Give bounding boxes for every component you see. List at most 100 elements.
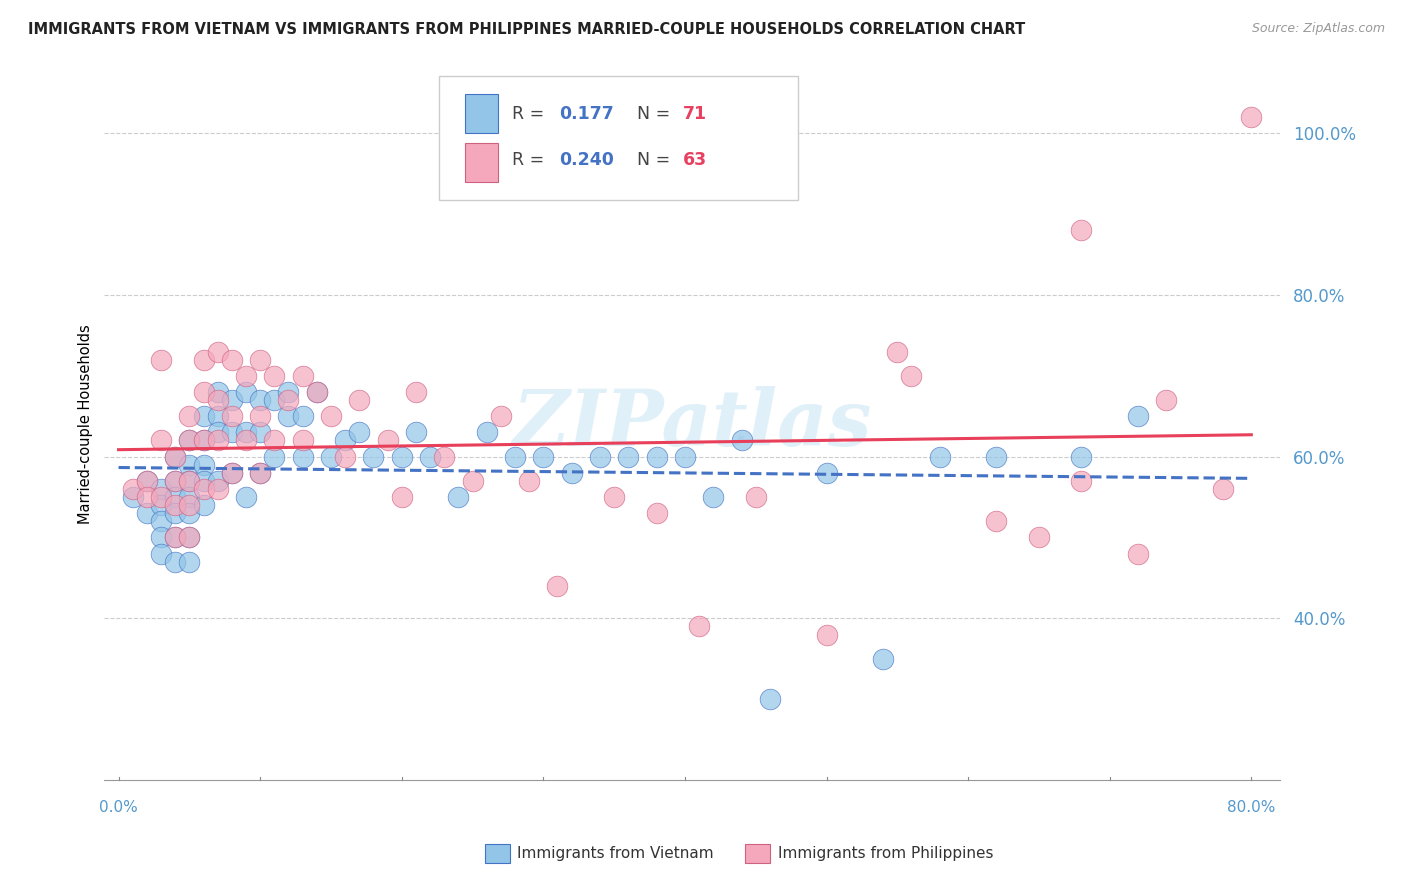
Point [531,450,554,464]
Point [1240,110,1263,124]
Point [405,384,427,399]
Point [179,434,201,448]
Text: 0.240: 0.240 [560,151,614,169]
Point [928,450,950,464]
Point [291,409,314,424]
Point [249,409,271,424]
Point [165,450,187,464]
Point [263,434,285,448]
Point [263,450,285,464]
Point [1156,392,1178,407]
Point [1028,531,1050,545]
Point [547,579,569,593]
Text: Immigrants from Vietnam: Immigrants from Vietnam [517,847,714,861]
Point [249,352,271,367]
Point [150,514,173,528]
Point [986,450,1008,464]
Point [291,450,314,464]
Point [517,474,540,488]
Point [263,368,285,383]
Point [207,344,229,359]
Text: IMMIGRANTS FROM VIETNAM VS IMMIGRANTS FROM PHILIPPINES MARRIED-COUPLE HOUSEHOLDS: IMMIGRANTS FROM VIETNAM VS IMMIGRANTS FR… [28,22,1025,37]
Point [179,531,201,545]
Point [349,425,371,440]
Point [135,474,157,488]
Text: 80.0%: 80.0% [1227,800,1275,815]
Point [589,450,612,464]
Point [165,531,187,545]
Point [986,514,1008,528]
Point [179,490,201,504]
Point [207,434,229,448]
Point [702,490,724,504]
Point [179,458,201,472]
Text: 71: 71 [683,104,707,122]
Point [150,482,173,496]
Point [886,344,908,359]
Point [730,434,752,448]
Point [433,450,456,464]
Point [193,498,215,512]
Point [193,474,215,488]
Point [221,352,243,367]
Text: N =: N = [637,104,675,122]
Point [319,409,342,424]
Point [193,434,215,448]
Point [503,450,526,464]
Point [291,368,314,383]
Point [207,425,229,440]
Point [249,425,271,440]
Point [207,482,229,496]
Point [207,409,229,424]
Point [249,466,271,480]
Point [249,466,271,480]
Point [277,409,299,424]
Point [489,409,512,424]
Point [207,392,229,407]
Point [193,434,215,448]
Point [179,555,201,569]
Point [249,392,271,407]
Point [165,531,187,545]
Point [405,425,427,440]
Text: 0.177: 0.177 [560,104,614,122]
Point [121,490,143,504]
Point [305,384,328,399]
Point [1212,482,1234,496]
Point [179,474,201,488]
Point [179,409,201,424]
Text: Immigrants from Philippines: Immigrants from Philippines [778,847,993,861]
FancyBboxPatch shape [439,76,797,200]
Point [263,392,285,407]
Point [193,458,215,472]
Point [447,490,470,504]
Point [377,434,399,448]
Point [165,555,187,569]
Point [561,466,583,480]
Text: N =: N = [637,151,675,169]
Point [333,434,356,448]
Point [391,490,413,504]
Text: ZIPatlas: ZIPatlas [512,386,872,463]
Text: 63: 63 [683,151,707,169]
Point [221,409,243,424]
Point [363,450,385,464]
Point [221,425,243,440]
Point [135,474,157,488]
Point [645,506,668,520]
Point [165,498,187,512]
Point [872,652,894,666]
Text: Source: ZipAtlas.com: Source: ZipAtlas.com [1251,22,1385,36]
Point [221,466,243,480]
Point [900,368,922,383]
Point [235,434,257,448]
Bar [465,95,498,134]
Point [461,474,484,488]
Point [179,531,201,545]
Point [235,384,257,399]
Point [150,434,173,448]
Text: R =: R = [512,151,550,169]
Point [179,506,201,520]
Point [165,474,187,488]
Point [673,450,696,464]
